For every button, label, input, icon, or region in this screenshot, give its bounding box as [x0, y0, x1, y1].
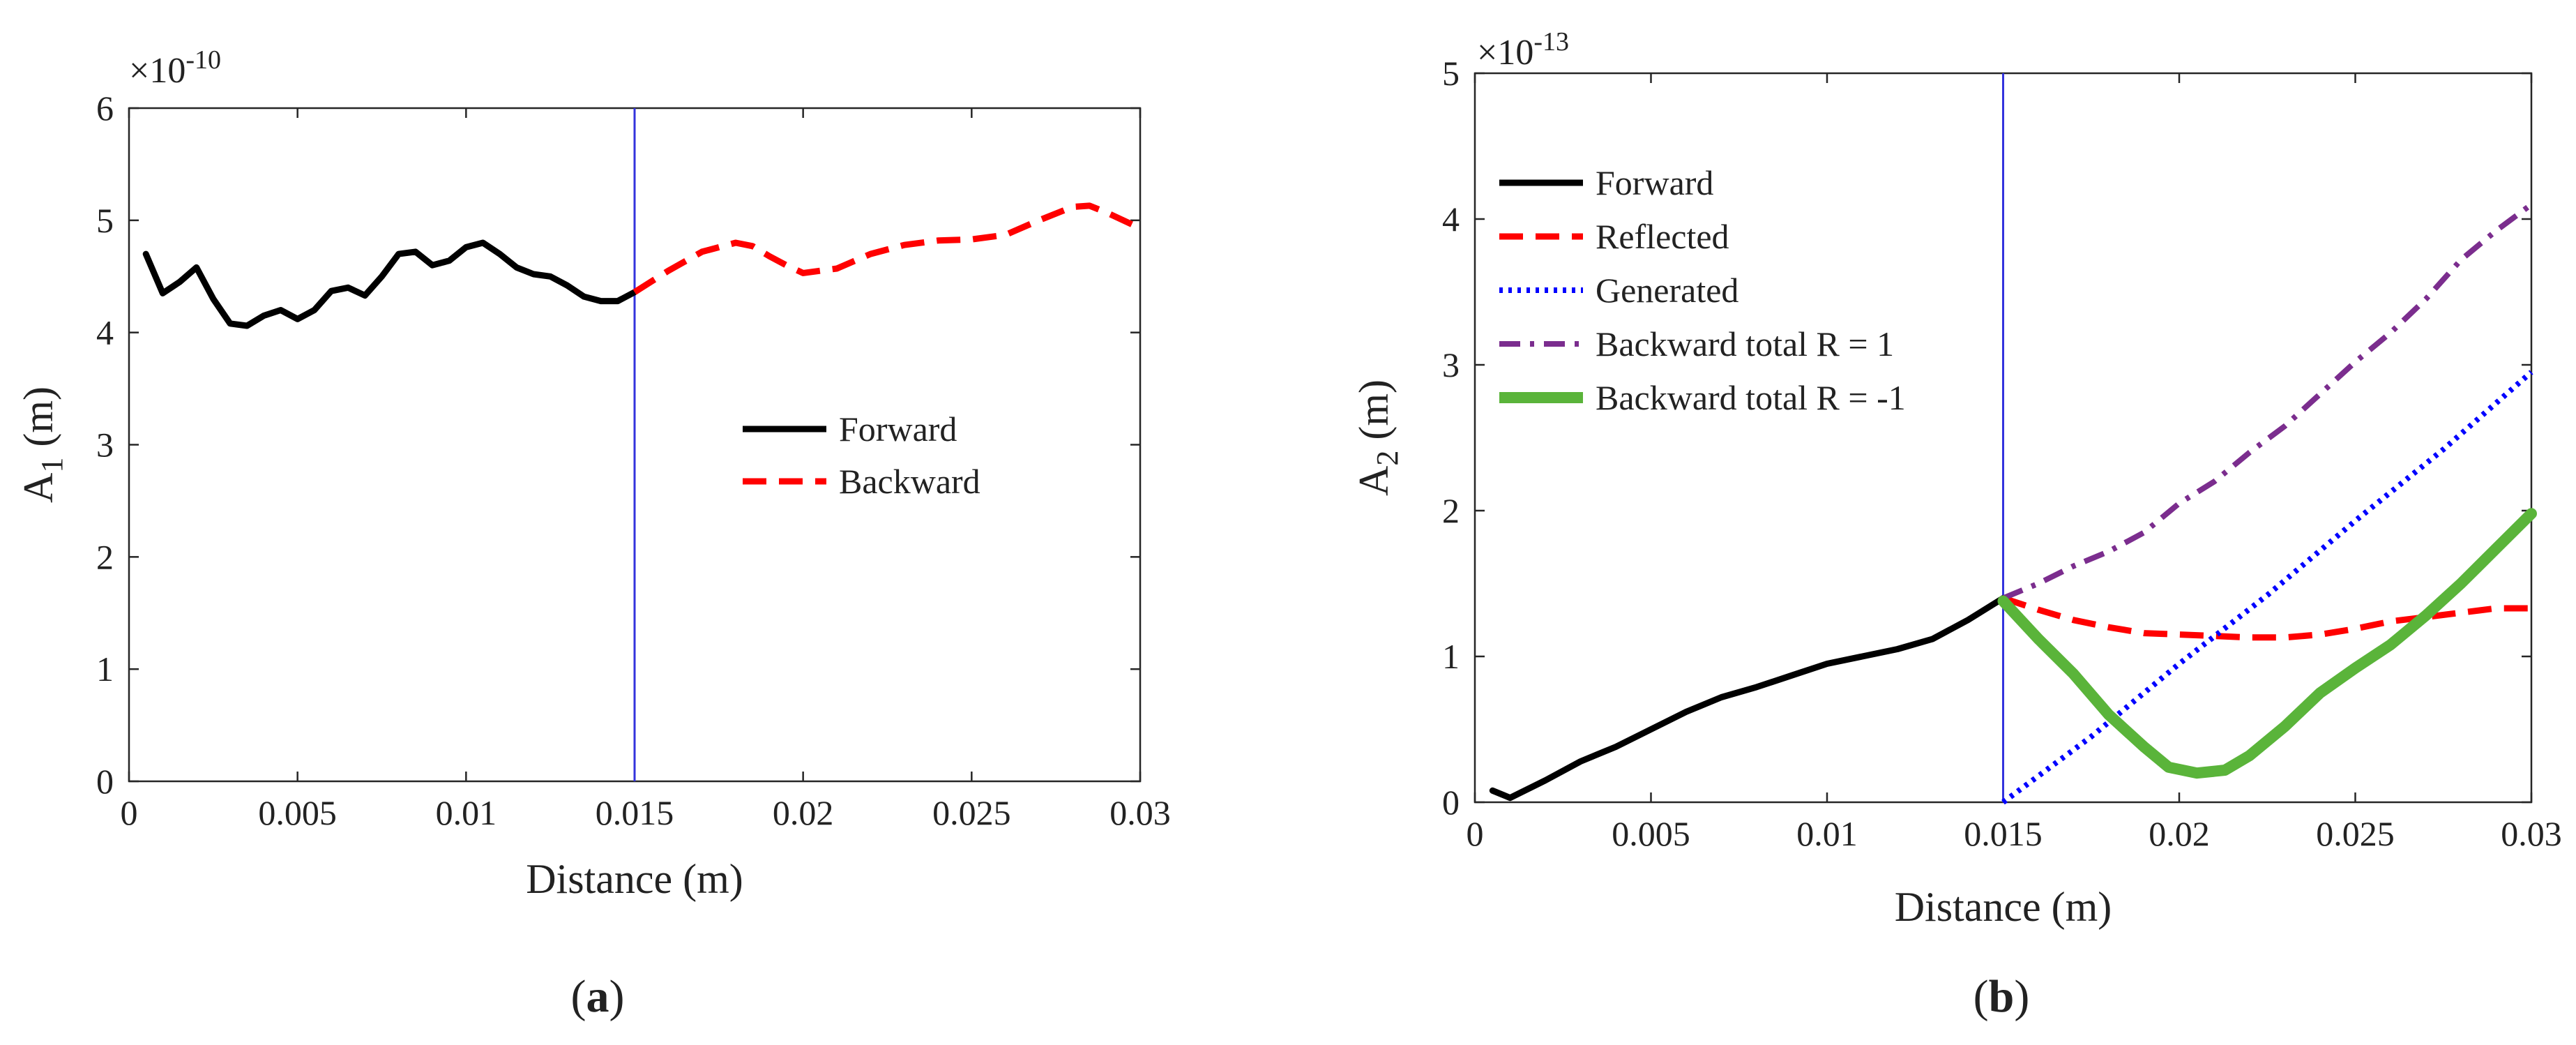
b-panel-label: (b) — [1973, 971, 2030, 1022]
a-y-tick-label: 4 — [96, 313, 114, 352]
a-y-tick-label: 2 — [96, 537, 114, 576]
a-panel-label: (a) — [571, 971, 625, 1022]
b-y-tick-label: 1 — [1442, 637, 1460, 676]
b-series-line-2 — [2001, 370, 2533, 805]
b-x-tick-label: 0.01 — [1796, 814, 1858, 853]
a-series-line-0 — [142, 239, 638, 329]
b-y-multiplier: ×10-13 — [1477, 27, 1569, 73]
a-legend-label: Forward — [839, 409, 957, 449]
b-series-line-3 — [2001, 202, 2533, 601]
a-ticks: 0 0.005 0.01 0.015 0.02 0.025 0.03 0 1 2 3 4 5 6 — [96, 89, 1171, 832]
a-legend-label: Backward — [839, 462, 980, 501]
a-x-tick-label: 0.03 — [1109, 793, 1171, 832]
b-series-line-4 — [1997, 508, 2537, 779]
a-y-tick-label: 3 — [96, 426, 114, 465]
a-y-tick-label: 0 — [96, 762, 114, 801]
b-series-line-1 — [2002, 595, 2531, 641]
b-legend: Forward Reflected Generated Backward total … — [1499, 163, 1906, 417]
a-x-axis-label: Distance (m) — [526, 856, 743, 902]
b-legend-label: Forward — [1596, 163, 1713, 202]
b-x-tick-label: 0.005 — [1612, 814, 1690, 853]
b-x-tick-label: 0.03 — [2501, 814, 2562, 853]
b-legend-label: Backward total R = 1 — [1596, 324, 1894, 363]
a-x-tick-label: 0.025 — [932, 793, 1011, 832]
a-y-tick-label: 6 — [96, 89, 114, 128]
b-x-axis-label: Distance (m) — [1895, 884, 2112, 930]
b-x-tick-label: 0.015 — [1964, 814, 2043, 853]
b-y-tick-label: 5 — [1442, 54, 1460, 93]
a-x-tick-label: 0 — [121, 793, 138, 832]
a-series-line-1 — [632, 202, 1142, 295]
b-y-tick-label: 2 — [1442, 491, 1460, 530]
a-x-tick-label: 0.005 — [258, 793, 337, 832]
panel-a: 0 0.005 0.01 0.015 0.02 0.025 0.03 0 1 2 3 4 5 6 ×10-… — [15, 45, 1171, 1022]
b-ticks: 0 0.005 0.01 0.015 0.02 0.025 0.03 0 1 2 3 4 5 — [1442, 54, 2562, 853]
b-y-tick-label: 4 — [1442, 200, 1460, 239]
panel-b: 0 0.005 0.01 0.015 0.02 0.025 0.03 0 1 2 3 4 5 ×10-1… — [1351, 27, 2562, 1022]
a-series-group — [142, 202, 1142, 329]
b-legend-label: Generated — [1596, 271, 1738, 310]
a-y-axis-label: A1 (m) — [15, 386, 69, 503]
a-legend: Forward Backward — [743, 409, 980, 501]
b-y-axis-label: A2 (m) — [1351, 379, 1404, 496]
a-y-tick-label: 5 — [96, 201, 114, 240]
b-y-tick-label: 0 — [1442, 783, 1460, 822]
b-legend-label: Reflected — [1596, 217, 1729, 256]
a-x-tick-label: 0.01 — [436, 793, 497, 832]
a-x-tick-label: 0.02 — [773, 793, 834, 832]
a-y-tick-label: 1 — [96, 649, 114, 689]
b-series-line-0 — [1489, 594, 2006, 802]
b-x-tick-label: 0.02 — [2149, 814, 2210, 853]
b-y-tick-label: 3 — [1442, 345, 1460, 384]
b-series-group — [1489, 202, 2537, 805]
b-legend-label: Backward total R = -1 — [1596, 378, 1906, 417]
b-x-tick-label: 0.025 — [2316, 814, 2395, 853]
b-x-tick-label: 0 — [1467, 814, 1484, 853]
a-x-tick-label: 0.015 — [596, 793, 674, 832]
a-y-multiplier: ×10-10 — [129, 45, 221, 91]
